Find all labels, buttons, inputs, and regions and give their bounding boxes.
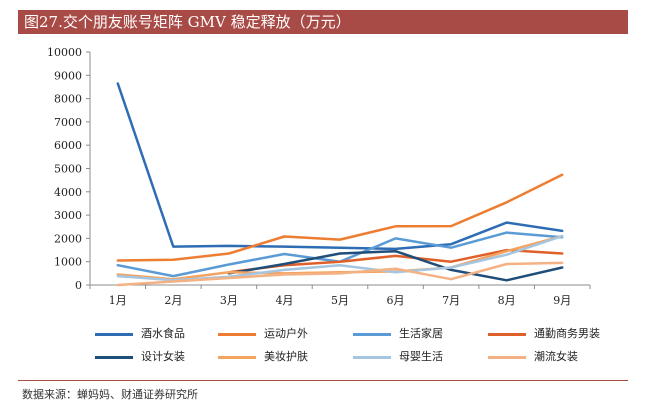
legend-label: 生活家居: [399, 327, 443, 340]
series-line-2: [116, 173, 564, 262]
x-tick-label: 7月: [442, 294, 460, 307]
data-source: 数据来源：蝉妈妈、财通证券研究所: [22, 388, 198, 401]
x-tick-label: 8月: [498, 294, 516, 307]
y-tick-label: 7000: [54, 116, 82, 129]
legend-swatch: [95, 356, 133, 359]
x-tick-label: 2月: [164, 294, 182, 307]
legend-swatch: [353, 356, 391, 359]
x-tick-label: 5月: [331, 294, 349, 307]
y-tick-label: 6000: [54, 139, 82, 152]
x-tick-label: 6月: [387, 294, 405, 307]
y-tick-label: 4000: [54, 186, 82, 199]
chart-title: 图27.交个朋友账号矩阵 GMV 稳定释放（万元）: [18, 10, 628, 34]
series-line-8: [116, 261, 564, 287]
y-tick-label: 0: [75, 279, 82, 292]
y-tick-label: 8000: [54, 93, 82, 106]
legend-label: 运动户外: [264, 327, 308, 340]
legend-swatch: [488, 356, 526, 359]
legend-swatch: [218, 356, 256, 359]
x-tick-label: 1月: [109, 294, 127, 307]
y-tick-label: 1000: [54, 256, 82, 269]
source-divider: [18, 380, 628, 381]
legend-label: 通勤商务男装: [534, 327, 600, 340]
legend-label: 设计女装: [141, 350, 185, 363]
x-tick-label: 9月: [553, 294, 571, 307]
x-tick-label: 3月: [220, 294, 238, 307]
series-line-5: [227, 249, 564, 282]
y-tick-label: 3000: [54, 209, 82, 222]
legend-swatch: [218, 333, 256, 336]
y-tick-label: 10000: [47, 46, 82, 59]
line-chart: 0 1000 2000 3000 4000 5000 6000 7000 8000 9000 100…: [47, 46, 591, 307]
y-tick-label: 2000: [54, 232, 82, 245]
legend-swatch: [353, 333, 391, 336]
y-tick-label: 5000: [54, 163, 82, 176]
legend-swatch: [95, 333, 133, 336]
legend-label: 潮流女装: [534, 350, 578, 363]
legend-label: 母婴生活: [399, 350, 443, 363]
y-tick-label: 9000: [54, 69, 82, 82]
legend-label: 美妆护肤: [264, 350, 308, 363]
x-tick-label: 4月: [275, 294, 293, 307]
legend-swatch: [488, 333, 526, 336]
legend-label: 酒水食品: [141, 327, 185, 340]
series-line-1: [116, 82, 564, 251]
